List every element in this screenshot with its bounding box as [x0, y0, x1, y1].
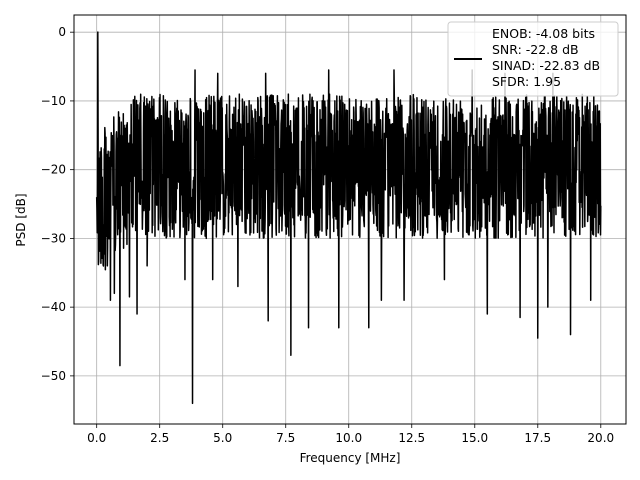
x-tick-label: 17.5 — [524, 431, 551, 445]
y-tick-label: −40 — [41, 300, 66, 314]
x-tick-label: 2.5 — [150, 431, 169, 445]
legend-sinad: SINAD: -22.83 dB — [492, 58, 600, 73]
legend-enob: ENOB: -4.08 bits — [492, 26, 595, 41]
x-tick-label: 5.0 — [213, 431, 232, 445]
x-tick-label: 0.0 — [87, 431, 106, 445]
legend-box — [447, 21, 619, 97]
y-tick-label: −50 — [41, 369, 66, 383]
y-axis-label: PSD [dB] — [14, 193, 28, 246]
plot-area — [95, 31, 602, 405]
y-tick-label: −30 — [41, 231, 66, 245]
x-tick-label: 15.0 — [461, 431, 488, 445]
series-line-psd — [95, 31, 602, 405]
x-tick-label: 20.0 — [587, 431, 614, 445]
x-tick-label: 7.5 — [276, 431, 295, 445]
axes-frame — [73, 14, 627, 425]
y-tick-label: −20 — [41, 163, 66, 177]
y-tick-label: −10 — [41, 94, 66, 108]
x-tick-label: 12.5 — [398, 431, 425, 445]
x-axis-ticks: 0.0 2.5 5.0 7.5 10.0 12.5 15.0 17.5 20.0 — [87, 424, 614, 445]
legend: ENOB: -4.08 bits SNR: -22.8 dB SINAD: -2… — [447, 21, 619, 97]
legend-sfdr: SFDR: 1.95 — [492, 74, 561, 89]
y-tick-label: 0 — [58, 25, 66, 39]
x-axis-label: Frequency [MHz] — [300, 451, 401, 465]
y-axis-ticks: 0 −10 −20 −30 −40 −50 — [41, 25, 74, 383]
legend-snr: SNR: -22.8 dB — [492, 42, 579, 57]
x-tick-label: 10.0 — [335, 431, 362, 445]
